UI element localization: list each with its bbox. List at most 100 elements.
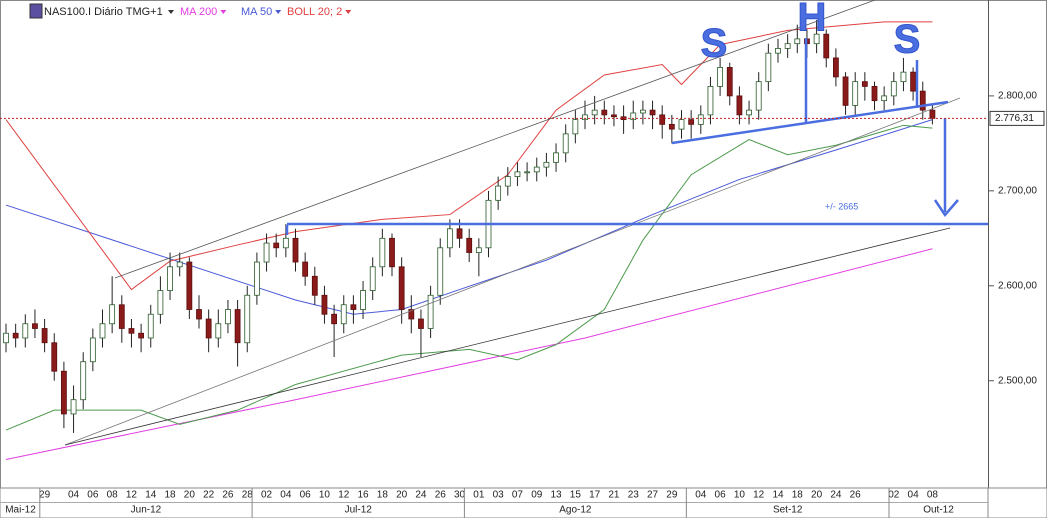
indicator-line <box>5 248 933 461</box>
x-tick-label: 04 <box>68 490 80 501</box>
candle-body <box>861 81 868 87</box>
candle-body <box>649 109 656 116</box>
x-tick-label: 18 <box>377 490 389 501</box>
candle-body <box>302 261 309 277</box>
candle-body <box>591 109 598 116</box>
x-tick-label: 07 <box>512 490 524 501</box>
candle-body <box>437 247 444 296</box>
candle-body <box>765 52 772 83</box>
candle-body <box>446 228 453 249</box>
candle-body <box>475 247 482 253</box>
legend-dropdown <box>275 10 282 14</box>
month-label: Jul-12 <box>345 505 373 516</box>
candle-body <box>543 161 550 168</box>
y-tick-label: 2.600,00 <box>998 280 1037 291</box>
candle-body <box>331 313 338 325</box>
channel-line <box>114 0 876 279</box>
x-tick-label: 14 <box>145 490 157 501</box>
candle-body <box>340 304 347 325</box>
x-tick-label: 26 <box>435 490 447 501</box>
x-tick-label: 06 <box>715 490 727 501</box>
candle-body <box>910 71 916 92</box>
candle-body <box>61 370 67 415</box>
x-tick-label: 03 <box>493 490 505 501</box>
candle-body <box>147 313 154 339</box>
x-tick-label: 10 <box>319 490 331 501</box>
x-tick-label: 23 <box>628 490 640 501</box>
x-tick-label: 20 <box>396 490 408 501</box>
candle-body <box>553 152 559 163</box>
candle-body <box>360 290 366 310</box>
x-tick-label: 29 <box>666 490 678 501</box>
x-tick-label: 22 <box>203 490 215 501</box>
pattern-letter: S <box>894 18 921 62</box>
pattern-letter: H <box>798 0 827 40</box>
candle-body <box>99 323 106 339</box>
x-tick-label: 01 <box>473 490 485 501</box>
x-tick-label: 27 <box>647 490 659 501</box>
candle-body <box>504 176 511 187</box>
month-label: Out-12 <box>923 505 954 516</box>
candle-body <box>418 318 424 329</box>
candle-body <box>833 57 839 78</box>
candle-body <box>138 332 145 339</box>
pattern-letter: S <box>701 22 728 66</box>
x-tick-label: 26 <box>850 490 862 501</box>
candle-body <box>22 323 29 339</box>
month-label: Mai-12 <box>5 505 36 516</box>
candle-body <box>572 119 579 135</box>
legend-entry[interactable]: MA 200 <box>180 6 217 18</box>
indicator-line <box>5 21 933 291</box>
candle-body <box>755 81 762 111</box>
candle-body <box>659 114 666 125</box>
candle-body <box>41 328 48 344</box>
candle-body <box>292 237 299 263</box>
candle-body <box>32 323 38 329</box>
candle-body <box>852 81 859 106</box>
candle-body <box>186 261 193 310</box>
candle-body <box>70 399 77 415</box>
x-tick-label: 24 <box>415 490 427 501</box>
candle-body <box>51 342 58 372</box>
candle-body <box>630 112 637 121</box>
legend-entry[interactable]: MA 50 <box>241 6 272 18</box>
x-tick-label: 20 <box>811 490 823 501</box>
instrument-title[interactable]: NAS100.I Diário TMG+1 <box>44 6 163 18</box>
x-tick-label: 15 <box>570 490 582 501</box>
candle-body <box>89 337 96 363</box>
candle-body <box>12 332 19 339</box>
candle-body <box>726 67 733 97</box>
x-tick-label: 28 <box>242 490 254 501</box>
candle-body <box>900 71 907 83</box>
candle-body <box>707 85 714 116</box>
legend-entry[interactable]: BOLL 20; 2 <box>287 6 342 18</box>
candle-body <box>524 171 530 174</box>
candle-body <box>881 95 888 102</box>
x-tick-label: 04 <box>280 490 292 501</box>
candle-body <box>929 109 936 119</box>
x-tick-label: 14 <box>772 490 784 501</box>
candle-body <box>533 166 540 173</box>
candle-body <box>678 119 685 130</box>
x-tick-label: 12 <box>753 490 765 501</box>
candle-body <box>427 294 434 329</box>
channel-line <box>64 227 951 446</box>
candle-body <box>311 275 318 296</box>
instrument-icon <box>29 3 43 19</box>
candle-body <box>167 266 173 291</box>
candle-body <box>225 309 231 325</box>
candle-body <box>601 109 608 116</box>
month-label: Jun-12 <box>131 505 162 516</box>
candle-body <box>688 119 695 125</box>
x-tick-label: 13 <box>550 490 562 501</box>
candle-body <box>3 332 9 344</box>
candle-body <box>717 67 723 87</box>
candle-body <box>871 85 878 102</box>
candle-body <box>176 261 183 268</box>
month-label: Set-12 <box>773 505 803 516</box>
candle-body <box>321 294 328 315</box>
last-price-box <box>989 110 1045 126</box>
channel-line <box>64 97 961 446</box>
